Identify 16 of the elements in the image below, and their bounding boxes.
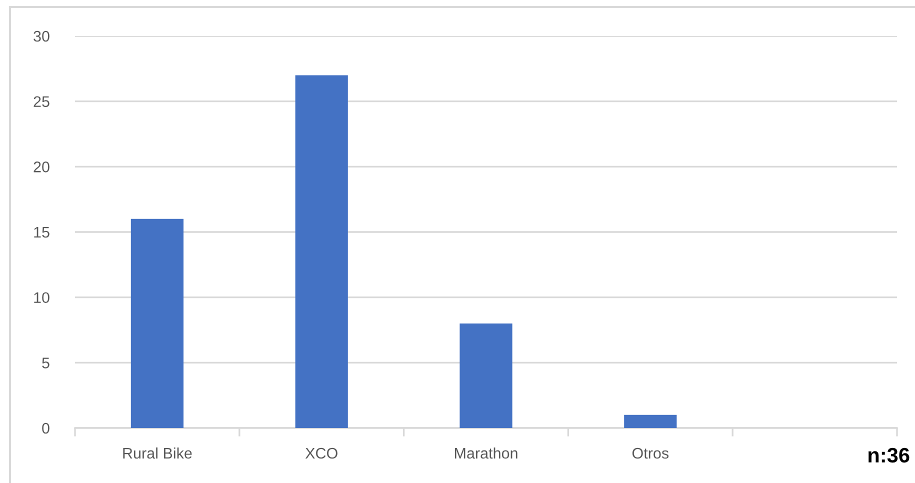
x-tick-label: XCO (305, 448, 338, 459)
x-tick-label: Rural Bike (123, 447, 192, 459)
bar (460, 323, 512, 428)
bar (130, 218, 184, 428)
y-tick-label: 5 (42, 358, 50, 368)
x-tick-label: Marathon (454, 447, 518, 459)
bar (624, 414, 677, 428)
y-tick-label: 10 (34, 292, 50, 304)
y-tick-label: 15 (34, 227, 50, 238)
x-tick-label: Otros (632, 448, 669, 459)
text: n:36 (868, 448, 910, 463)
y-tick-label: 30 (34, 30, 50, 42)
y-tick-label: 20 (34, 162, 50, 172)
y-tick-label: 25 (34, 96, 50, 108)
bar (295, 75, 348, 428)
y-tick-label: 0 (42, 422, 50, 434)
